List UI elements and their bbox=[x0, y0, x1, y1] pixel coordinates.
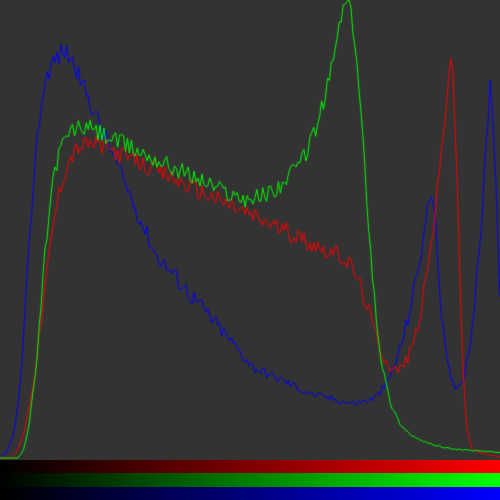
rgb-histogram-chart bbox=[0, 0, 500, 500]
gradient-segment-red bbox=[0, 460, 500, 473]
channel-gradient-bar bbox=[0, 460, 500, 500]
gradient-segment-blue bbox=[0, 487, 500, 500]
histogram-container bbox=[0, 0, 500, 500]
gradient-segment-green bbox=[0, 473, 500, 486]
